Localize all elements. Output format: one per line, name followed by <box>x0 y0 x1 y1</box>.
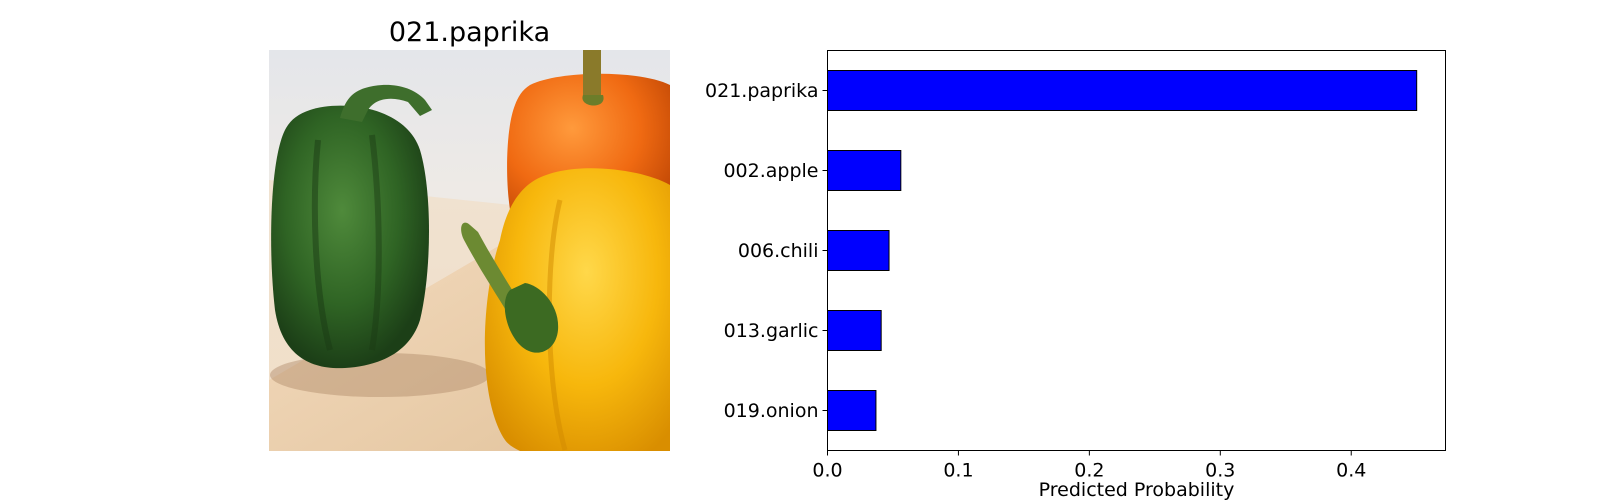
paprika-photo <box>269 50 670 451</box>
x-tick-label: 0.0 <box>812 460 842 482</box>
y-tick-label: 021.paprika <box>705 80 818 102</box>
bars-layer <box>827 70 1418 431</box>
x-tick-label: 0.3 <box>1205 460 1235 482</box>
x-tick-label: 0.2 <box>1074 460 1104 482</box>
probability-chart: 021.paprika 002.apple 006.chili 013.garlic 0… <box>705 50 1446 500</box>
bar-006.chili <box>827 230 890 271</box>
y-tick-label: 019.onion <box>724 400 819 422</box>
y-axis: 021.paprika 002.apple 006.chili 013.garlic 0… <box>705 80 828 422</box>
bar-019.onion <box>827 390 877 431</box>
y-tick-label: 002.apple <box>723 160 818 182</box>
photo-title: 021.paprika <box>389 17 550 48</box>
y-tick-label: 013.garlic <box>724 320 819 342</box>
y-tick-label: 006.chili <box>738 240 819 262</box>
x-tick-label: 0.4 <box>1336 460 1366 482</box>
x-tick-label: 0.1 <box>943 460 973 482</box>
bar-013.garlic <box>827 310 882 351</box>
x-axis-label: Predicted Probability <box>1039 479 1235 500</box>
bar-021.paprika <box>827 70 1418 111</box>
bar-002.apple <box>827 150 902 191</box>
plot-frame <box>827 50 1446 451</box>
x-axis: 0.0 0.1 0.2 0.3 0.4 <box>812 450 1366 482</box>
